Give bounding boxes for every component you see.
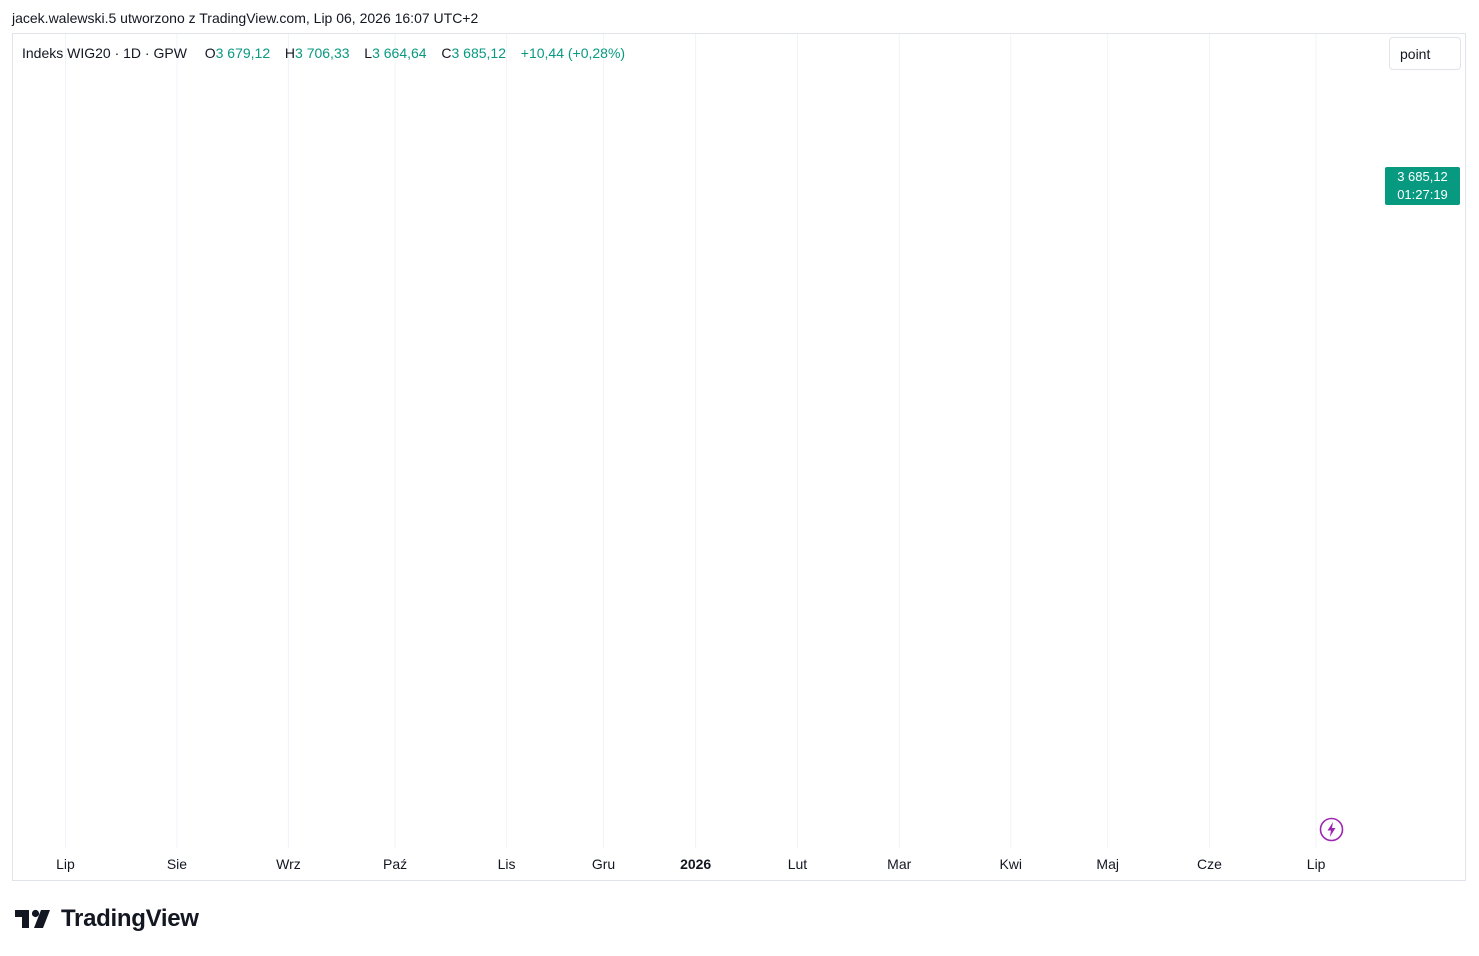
lightning-icon[interactable] [1319, 817, 1344, 842]
last-price-value: 3 685,12 [1397, 169, 1448, 184]
time-axis-label: Gru [592, 856, 615, 872]
symbol-legend: Indeks WIG20 · 1D · GPW O3 679,12 H3 706… [22, 45, 625, 61]
change-value: +10,44 (+0,28%) [520, 45, 626, 61]
open-value: 3 679,12 [215, 45, 271, 61]
low-value: 3 664,64 [372, 45, 427, 61]
time-axis-label: Kwi [999, 856, 1022, 872]
close-label: C [441, 45, 452, 61]
chart-frame [12, 33, 1466, 881]
tradingview-logo[interactable]: TradingView [15, 904, 199, 934]
unit-button[interactable]: point [1389, 37, 1461, 70]
time-axis-label: Wrz [276, 856, 301, 872]
time-axis-label: Lip [1307, 856, 1326, 872]
time-axis-label: Mar [887, 856, 911, 872]
open-label: O [204, 45, 216, 61]
time-axis: Lip Sie Wrz Paź Lis Gru 2026 Lut Mar Kwi Maj Cze Lip [56, 856, 1326, 872]
time-axis-label: Paź [383, 856, 407, 872]
high-label: H [284, 45, 296, 61]
symbol-name: Indeks WIG20 · 1D · GPW [22, 45, 187, 61]
time-axis-label: Lis [498, 856, 516, 872]
high-value: 3 706,33 [295, 45, 350, 61]
grid-lines [64, 34, 1317, 848]
tradingview-logo-icon [15, 909, 50, 928]
last-price-tag: 3 685,12 01:27:19 [1385, 167, 1460, 205]
attribution-text: jacek.walewski.5 utworzono z TradingView… [12, 10, 479, 26]
low-label: L [364, 45, 373, 61]
close-value: 3 685,12 [451, 45, 507, 61]
time-axis-label: Lut [788, 856, 808, 872]
bar-countdown: 01:27:19 [1397, 187, 1448, 202]
time-axis-label: Lip [56, 856, 75, 872]
logo-text: TradingView [61, 905, 199, 932]
time-axis-label: Cze [1197, 856, 1222, 872]
time-axis-label: Sie [167, 856, 187, 872]
time-axis-label: 2026 [680, 856, 711, 872]
time-axis-label: Maj [1096, 856, 1119, 872]
